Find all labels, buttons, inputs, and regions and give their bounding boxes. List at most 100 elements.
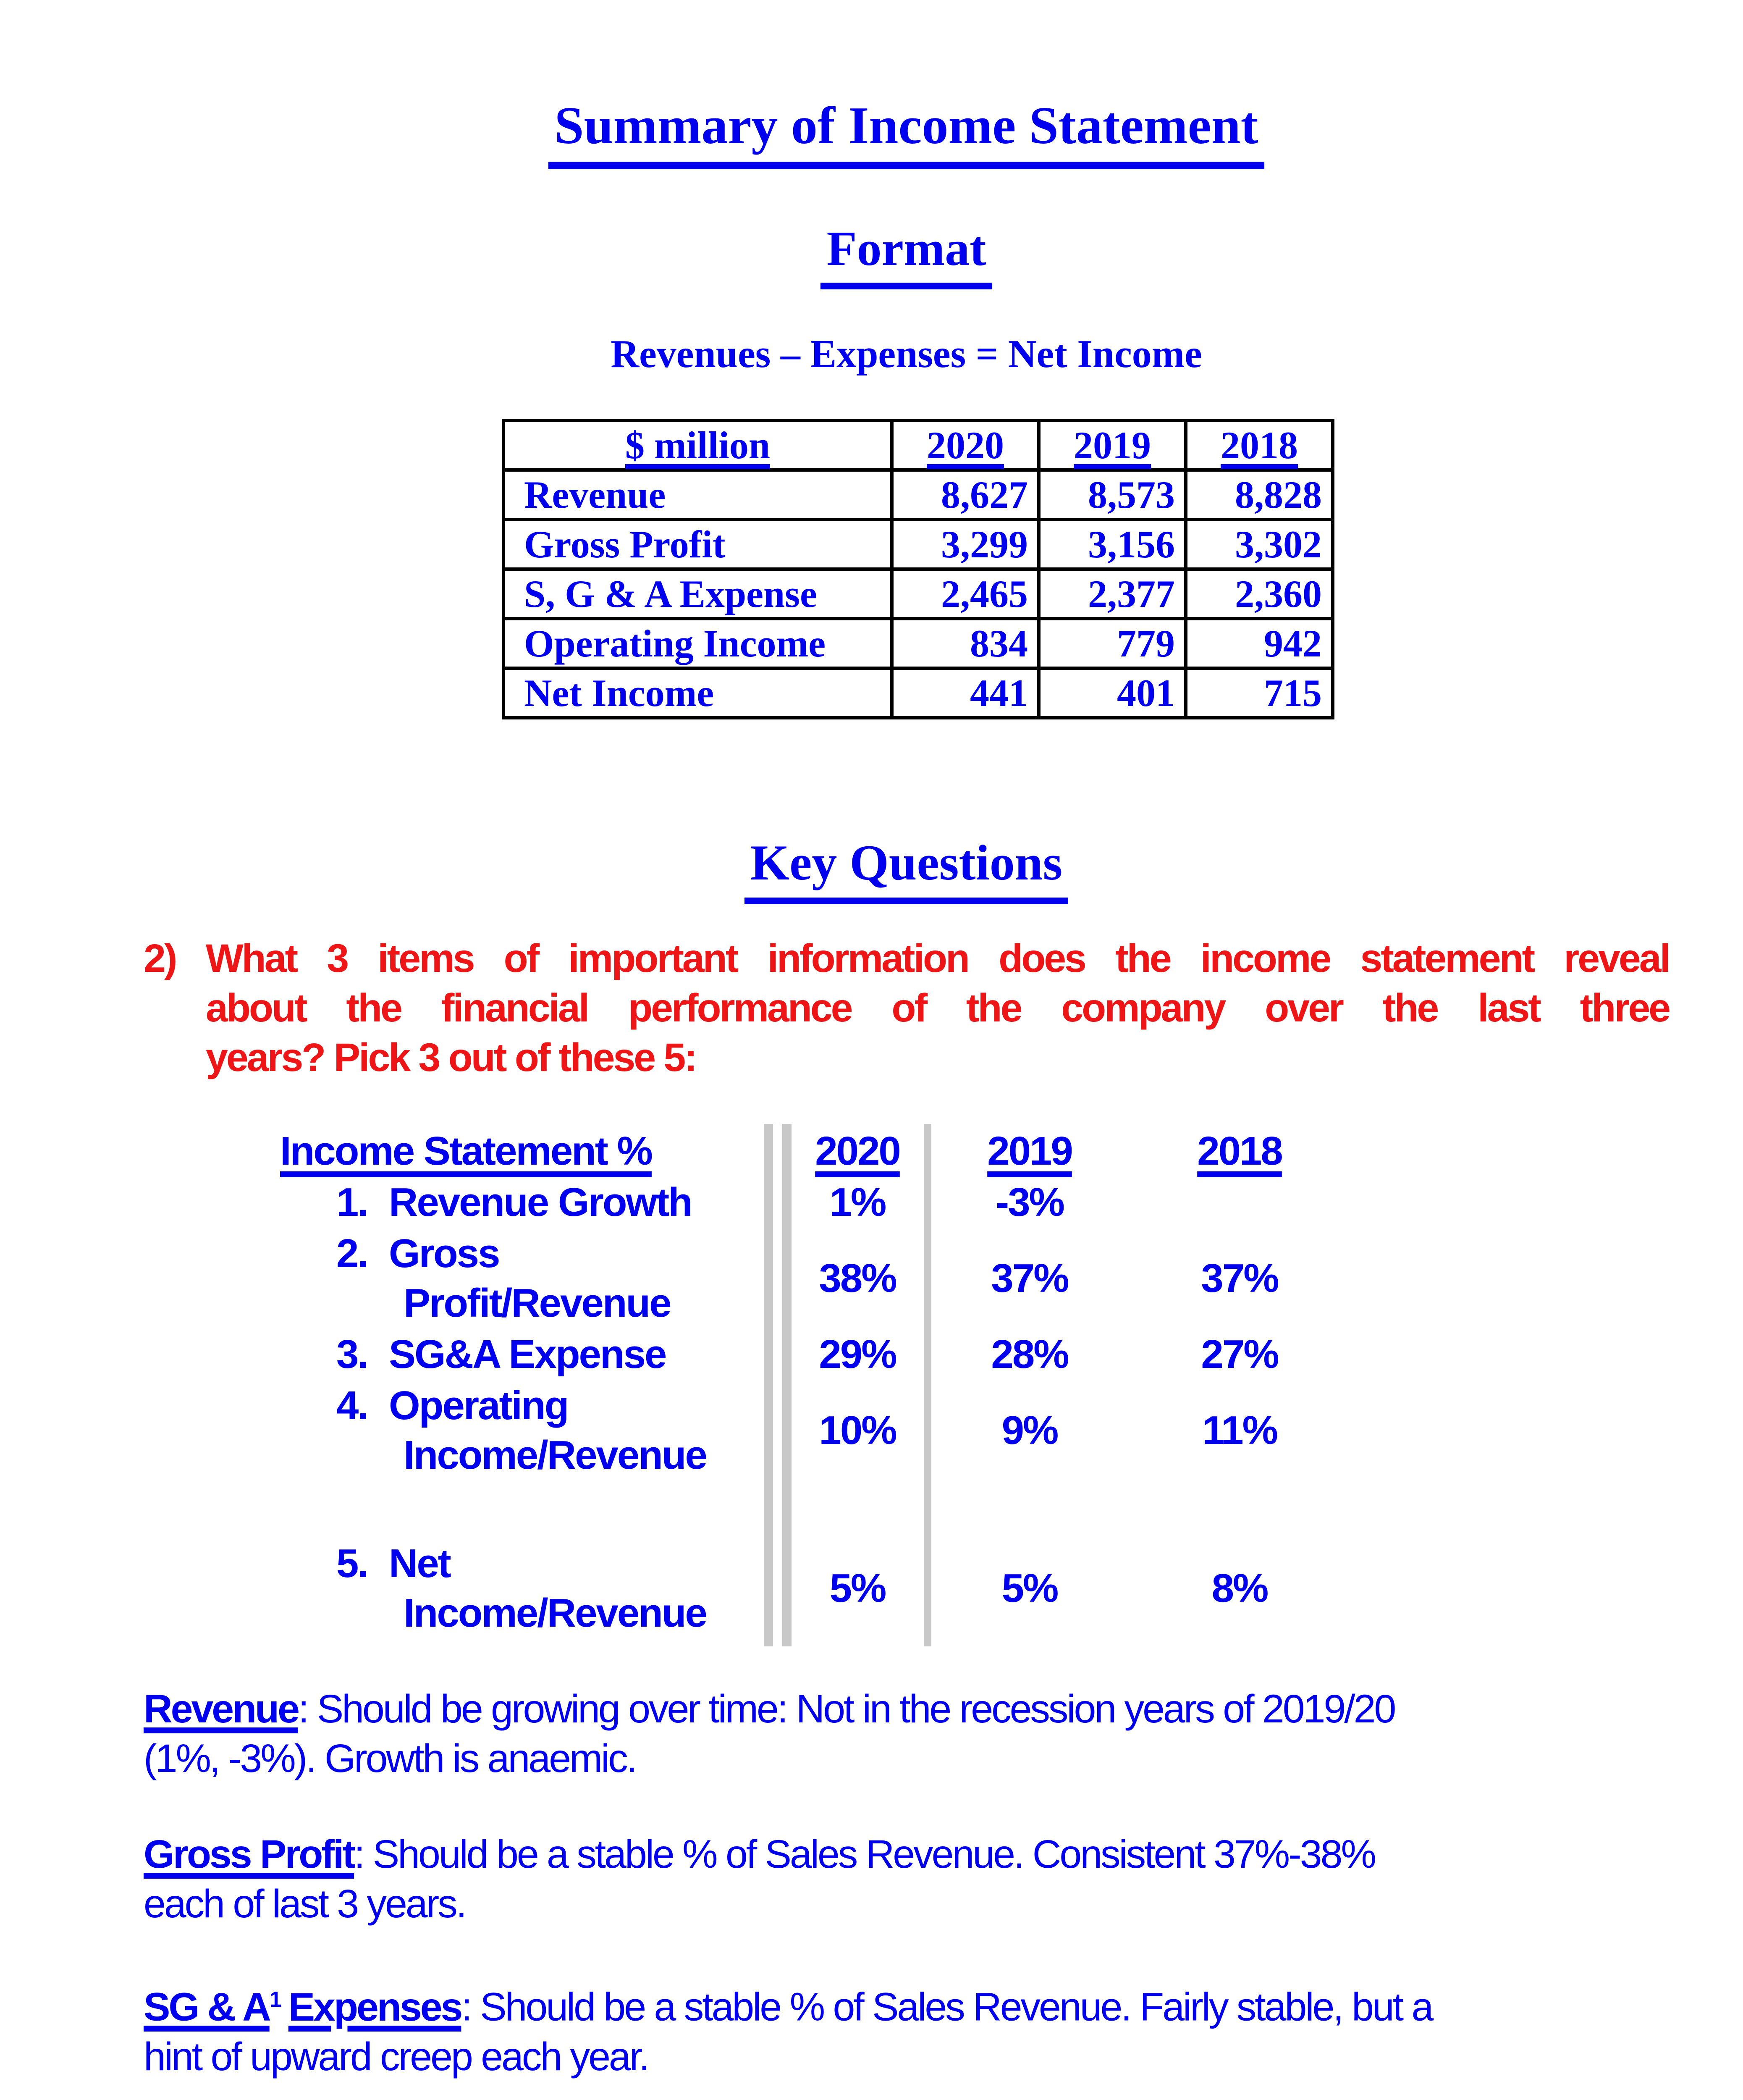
row-number: 1. — [336, 1180, 369, 1225]
value-2020: 441 — [890, 667, 1041, 719]
note-text: : Should be a stable % of Sales Revenue.… — [461, 1984, 1434, 2029]
page-title: Summary of Income Statement — [144, 94, 1669, 169]
pct-2019: 37% — [991, 1256, 1069, 1301]
table-row: Operating Income 834 779 942 — [502, 617, 1334, 670]
percent-header-2018: 2018 — [1197, 1129, 1283, 1173]
pct-2020: 29% — [819, 1332, 897, 1377]
question-text: What 3 items of important information do… — [206, 934, 1671, 1082]
income-statement-table: $ million 2020 2019 2018 Revenue 8,627 8… — [502, 419, 1334, 719]
key-questions-text: Key Questions — [744, 832, 1069, 904]
row-label-line2: Income/Revenue — [404, 1433, 708, 1478]
row-label: Net — [389, 1541, 451, 1586]
table-header-row: $ million 2020 2019 2018 — [502, 419, 1334, 472]
row-number: 5. — [336, 1541, 369, 1586]
note-sga-expenses: SG & A1 Expenses: Should be a stable % of… — [144, 1975, 1669, 2082]
header-cell-2020: 2020 — [890, 419, 1041, 472]
pct-2019: 28% — [991, 1332, 1069, 1377]
note-text-line2: each of last 3 years. — [144, 1882, 467, 1926]
percent-row-operating-income: 4. Operating Income/Revenue 10% 9% 11% — [280, 1381, 1317, 1480]
section-heading-key-questions: Key Questions — [144, 832, 1669, 904]
row-label: SG&A Expense — [389, 1332, 667, 1377]
value-2018: 8,828 — [1184, 468, 1334, 521]
question-number: 2) — [144, 936, 177, 981]
pct-2020: 1% — [829, 1180, 887, 1225]
value-2018: 942 — [1184, 617, 1334, 670]
column-separator-double-left — [764, 1124, 773, 1646]
value-2020: 3,299 — [890, 518, 1041, 571]
value-2018: 3,302 — [1184, 518, 1334, 571]
pct-2018: 37% — [1201, 1256, 1279, 1301]
column-separator-single — [924, 1124, 931, 1646]
note-lead: Revenue — [144, 1687, 300, 1731]
percent-header-2019: 2019 — [987, 1129, 1073, 1173]
value-2019: 2,377 — [1037, 567, 1187, 620]
note-lead: Gross Profit — [144, 1832, 356, 1877]
question-2: 2) What 3 items of important information… — [144, 934, 1671, 1082]
row-label: S, G & A Expense — [502, 567, 894, 620]
row-label-line2: Income/Revenue — [404, 1591, 708, 1635]
note-revenue: Revenue: Should be growing over time: No… — [144, 1684, 1669, 1783]
value-2020: 2,465 — [890, 567, 1041, 620]
note-gross-profit: Gross Profit: Should be a stable % of Sa… — [144, 1830, 1669, 1929]
page-title-text: Summary of Income Statement — [548, 94, 1264, 169]
row-label: Revenue — [502, 468, 894, 521]
table-row: S, G & A Expense 2,465 2,377 2,360 — [502, 567, 1334, 620]
question-line: about the financial performance of the c… — [206, 986, 1671, 1030]
row-label: Net Income — [502, 667, 894, 719]
header-cell-2018: 2018 — [1184, 419, 1334, 472]
header-cell-2019: 2019 — [1037, 419, 1187, 472]
percent-header-2020: 2020 — [815, 1129, 901, 1173]
table-row: Gross Profit 3,299 3,156 3,302 — [502, 518, 1334, 571]
value-2020: 834 — [890, 617, 1041, 670]
question-line: What 3 items of important information do… — [206, 936, 1671, 981]
percent-row-revenue-growth: 1. Revenue Growth 1% -3% — [280, 1178, 1317, 1227]
column-separator-double-right — [782, 1124, 792, 1646]
percent-row-net-income: 5. Net Income/Revenue 5% 5% 8% — [280, 1539, 1317, 1638]
pct-2019: -3% — [996, 1180, 1065, 1225]
percent-header-label: Income Statement % — [280, 1129, 653, 1173]
value-2018: 715 — [1184, 667, 1334, 719]
pct-2019: 9% — [1001, 1408, 1059, 1453]
note-lead: Expenses — [288, 1984, 463, 2029]
value-2019: 3,156 — [1037, 518, 1187, 571]
note-text-line2: hint of upward creep each year. — [144, 2034, 650, 2079]
row-number: 4. — [336, 1383, 369, 1428]
note-text-line2: (1%, -3%). Growth is anaemic. — [144, 1736, 637, 1781]
note-lead: SG & A — [144, 1984, 271, 2029]
income-formula: Revenues – Expenses = Net Income — [611, 332, 1202, 376]
pct-2020: 38% — [819, 1256, 897, 1301]
pct-2020: 5% — [829, 1566, 887, 1611]
footnote-ref-1: 1 — [269, 1987, 282, 2012]
question-line: years? Pick 3 out of these 5: — [206, 1035, 697, 1080]
format-heading-text: Format — [820, 219, 992, 289]
row-label: Operating Income — [502, 617, 894, 670]
row-label: Gross Profit — [502, 518, 894, 571]
row-label: Operating — [389, 1383, 569, 1428]
value-2019: 779 — [1037, 617, 1187, 670]
row-label-line2: Profit/Revenue — [404, 1281, 671, 1326]
income-statement-percent-table: Income Statement % 2020 2019 2018 1. Reve… — [280, 1124, 1317, 1646]
percent-row-gross-profit: 2. Gross Profit/Revenue 38% 37% 37% — [280, 1229, 1317, 1328]
section-heading-format: Format — [144, 219, 1669, 289]
pct-2018: 8% — [1211, 1566, 1269, 1611]
row-label: Gross — [389, 1231, 500, 1276]
table-row: Net Income 441 401 715 — [502, 667, 1334, 719]
pct-2018: 27% — [1201, 1332, 1279, 1377]
row-number: 2. — [336, 1231, 369, 1276]
percent-row-sga-expense: 3. SG&A Expense 29% 28% 27% — [280, 1330, 1317, 1379]
pct-2018: 11% — [1202, 1408, 1278, 1453]
value-2019: 401 — [1037, 667, 1187, 719]
pct-2020: 10% — [819, 1408, 897, 1453]
table-row: Revenue 8,627 8,573 8,828 — [502, 468, 1334, 521]
value-2020: 8,627 — [890, 468, 1041, 521]
pct-2019: 5% — [1001, 1566, 1059, 1611]
note-text: : Should be a stable % of Sales Revenue.… — [354, 1832, 1376, 1877]
row-label: Revenue Growth — [389, 1180, 693, 1225]
row-number: 3. — [336, 1332, 369, 1377]
value-2019: 8,573 — [1037, 468, 1187, 521]
header-cell-unit: $ million — [502, 419, 894, 472]
percent-table-header: Income Statement % 2020 2019 2018 — [280, 1126, 1317, 1176]
note-text: : Should be growing over time: Not in th… — [298, 1687, 1396, 1731]
value-2018: 2,360 — [1184, 567, 1334, 620]
